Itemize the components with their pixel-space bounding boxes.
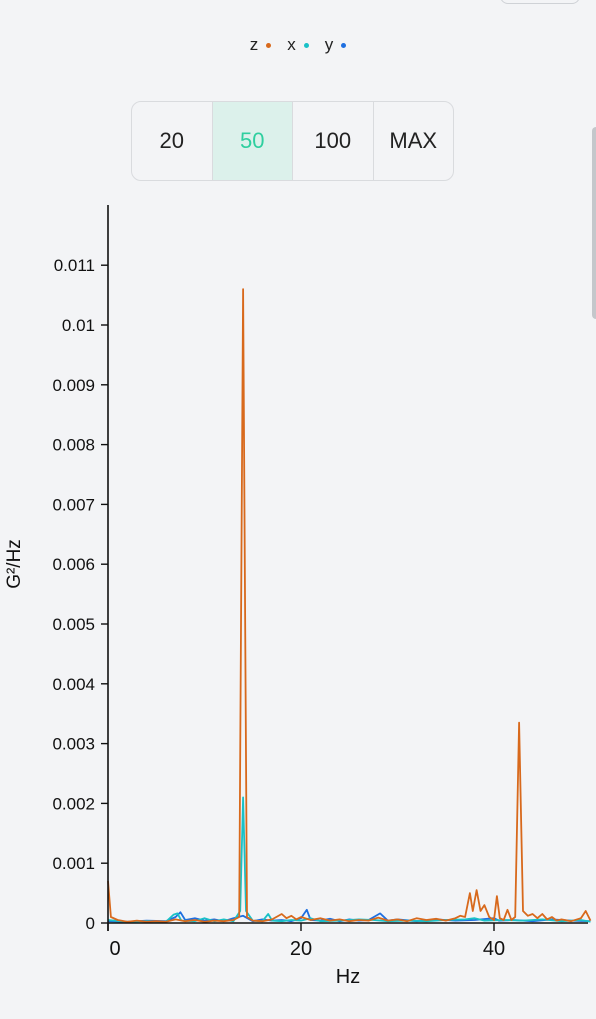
x-axis-label: Hz — [336, 966, 360, 988]
series-line-z — [107, 288, 592, 923]
y-tick-label: 0.011 — [54, 256, 95, 275]
x-tick-label: 40 — [483, 938, 505, 960]
range-button-20[interactable]: 20 — [132, 102, 213, 180]
y-tick-label: 0.005 — [52, 615, 95, 634]
y-tick-label: 0.004 — [52, 675, 95, 694]
y-tick-label: 0.009 — [52, 376, 95, 395]
x-tick-label: 20 — [290, 938, 312, 960]
scrollbar-thumb[interactable] — [592, 127, 596, 319]
y-tick-label: 0.002 — [52, 794, 95, 813]
legend-label: y — [324, 35, 334, 54]
x-tick-label: 0 — [109, 938, 120, 960]
legend-dot-icon — [266, 42, 272, 48]
legend-item-z[interactable]: z — [250, 33, 272, 57]
y-tick-label: 0.008 — [52, 436, 95, 455]
y-tick-label: 0.001 — [52, 854, 95, 873]
y-tick-label: 0.006 — [52, 555, 95, 574]
y-tick-label: 0.01 — [62, 316, 95, 335]
legend-item-x[interactable]: x — [287, 33, 309, 57]
y-tick-label: 0 — [86, 914, 95, 933]
range-button-100[interactable]: 100 — [293, 102, 374, 180]
legend-dot-icon — [303, 42, 309, 48]
y-tick-label: 0.003 — [52, 735, 95, 754]
y-axis-label: G²/Hz — [4, 539, 25, 589]
y-tick-label: 0.007 — [52, 495, 95, 514]
range-button-max[interactable]: MAX — [389, 128, 438, 153]
legend-label: x — [287, 35, 296, 54]
frequency-range-selector: 20 50 100 MAX — [131, 101, 454, 181]
legend-label: z — [249, 35, 259, 54]
legend-dot-icon — [341, 42, 347, 48]
legend-item-y[interactable]: y — [325, 33, 347, 57]
chart-legend: z x y — [0, 33, 596, 57]
range-button-50[interactable]: 50 — [212, 102, 293, 180]
